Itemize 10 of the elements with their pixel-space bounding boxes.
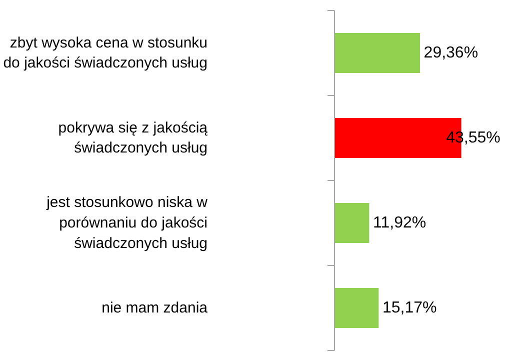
y-tick-label: nie mam zdania [102,300,208,316]
bar [334,203,370,243]
y-tick-label: zbyt wysoka cena w stosunku do jakości świadczonych usług [3,34,208,72]
bar [334,33,420,73]
data-label: 29,36% [424,44,478,62]
data-label: 15,17% [382,300,437,316]
data-label: 11,92% [373,214,426,232]
y-tick-label: jest stosunkowo niska w porównaniu do jakości świadczonych usług [46,194,208,252]
bar [334,288,379,328]
y-tick-label: pokrywa się z jakością świadczonych usług [58,119,208,157]
